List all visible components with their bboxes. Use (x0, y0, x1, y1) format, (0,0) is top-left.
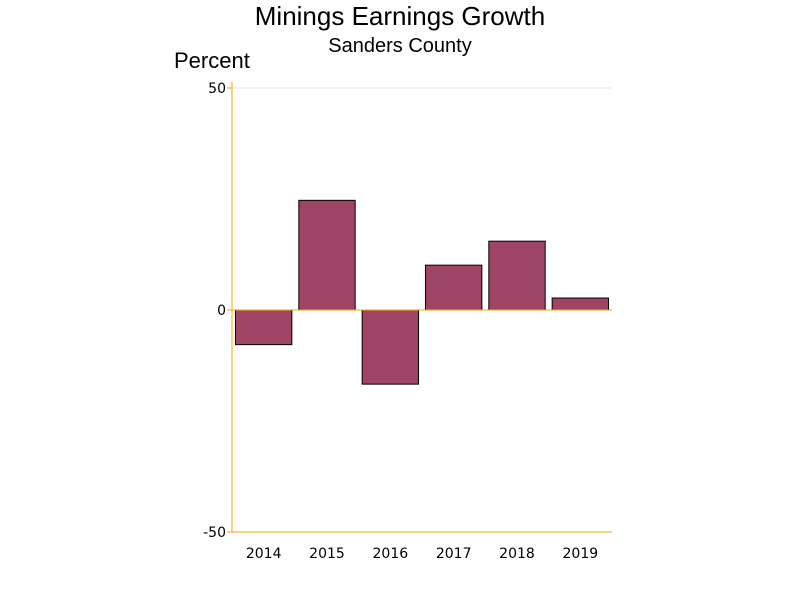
bar-2016 (361, 309, 420, 385)
bar-2019 (551, 297, 610, 311)
bar-2017 (424, 264, 483, 311)
bar-2014 (234, 309, 293, 346)
y-axis-label: Percent (174, 48, 250, 73)
y-tick-label: -50 (203, 525, 226, 541)
x-tick-label-2014: 2014 (246, 546, 282, 562)
x-tick-label-2015: 2015 (309, 546, 345, 562)
y-tick-labels: 50 0 -50 (203, 81, 226, 541)
y-tick-label: 0 (217, 303, 226, 319)
x-tick-label-2017: 2017 (436, 546, 472, 562)
x-tick-label-2018: 2018 (499, 546, 535, 562)
x-tick-labels: 2014 2015 2016 2017 2018 2019 (246, 546, 598, 562)
bar-2018 (488, 240, 546, 311)
chart-subtitle: Sanders County (328, 35, 471, 57)
y-tick-label: 50 (208, 81, 226, 97)
x-tick-label-2016: 2016 (373, 546, 409, 562)
chart-title: Minings Earnings Growth (255, 1, 545, 31)
bar-2015 (298, 199, 356, 311)
axes (227, 82, 612, 533)
x-tick-label-2019: 2019 (563, 546, 599, 562)
bars (234, 199, 610, 385)
